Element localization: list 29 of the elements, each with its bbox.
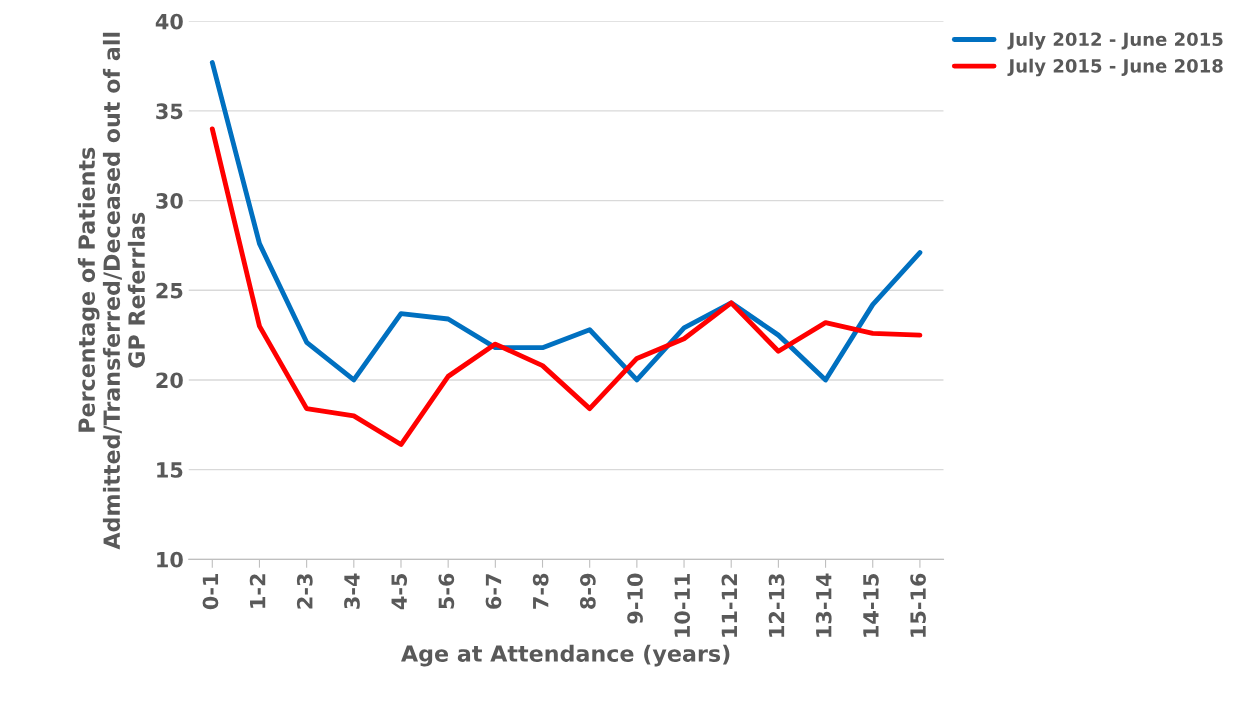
legend-label: July 2015 - June 2018 — [1007, 58, 1223, 77]
legend-label: July 2012 - June 2015 — [1007, 32, 1223, 50]
x-tick-label: 5-6 — [438, 573, 455, 609]
x-tick-label: 15-16 — [910, 573, 926, 637]
x-tick-label: 13-14 — [815, 573, 832, 637]
y-tick-label: 15 — [157, 462, 183, 478]
y-tick-label: 20 — [156, 372, 183, 389]
y-axis-title: Percentage of Patients Admitted/Transferred/Deceased out of all GP Referrlas — [77, 32, 145, 550]
x-tick-label: 8-9 — [579, 573, 596, 609]
x-tick-label: 9-10 — [627, 573, 643, 624]
line-series — [209, 126, 923, 447]
y-tick-label: 10 — [157, 551, 183, 568]
x-tick-label: 7-8 — [532, 573, 549, 609]
x-tick-label: 0-1 — [202, 573, 219, 610]
x-tick-label: 6-7 — [485, 574, 502, 609]
x-tick-label: 1-2 — [249, 574, 266, 608]
x-axis-title: Age at Attendance (years) — [401, 644, 730, 667]
x-tick-label: 12-13 — [768, 574, 785, 637]
x-tick-label: 2-3 — [296, 574, 313, 609]
y-tick-label: 35 — [156, 103, 183, 120]
x-tick-label: 11-12 — [721, 574, 737, 637]
x-tick-label: 10-11 — [674, 573, 691, 637]
x-tick-label: 3-4 — [344, 573, 360, 609]
y-tick-label: 25 — [156, 282, 183, 299]
y-tick-label: 30 — [156, 193, 183, 209]
line-series — [209, 60, 923, 383]
x-tick-label: 14-15 — [863, 573, 879, 637]
x-tick-label: 4-5 — [391, 573, 408, 610]
y-tick-label: 40 — [155, 13, 183, 30]
